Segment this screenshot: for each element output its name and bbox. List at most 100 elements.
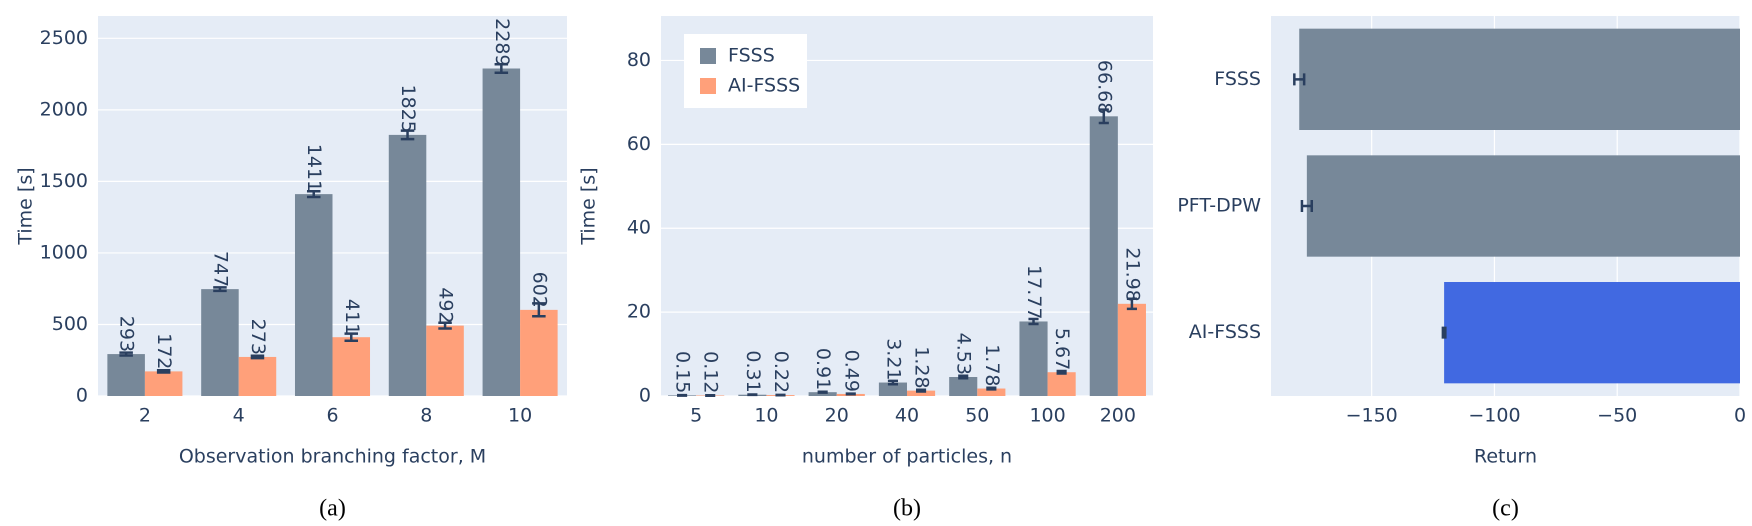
y-axis-title: Time [s] [578,167,600,245]
x-tick-label: 2 [139,405,151,427]
error-bar [845,392,856,396]
error-bar [887,379,899,386]
bar [949,377,978,396]
y-tick-label: 500 [52,313,88,335]
x-tick-label: 50 [965,405,989,427]
x-tick-label: 20 [825,405,849,427]
value-label: 1.78 [981,344,1003,386]
error-bar [344,332,359,343]
value-label: 66.68 [1093,60,1115,114]
value-label: 1825 [397,85,419,133]
x-tick-label: −100 [1468,405,1520,427]
error-bar [213,286,227,293]
value-label: 4.53 [953,333,975,375]
y-tick-label: 0 [76,385,88,407]
error-bar [494,62,509,75]
caption: (b) [893,496,921,522]
bar [144,371,183,396]
value-label: 172 [153,333,175,369]
legend-label: AI-FSSS [728,75,800,97]
error-bar [1028,317,1039,326]
y-tick-label: 40 [627,217,651,239]
error-bar [532,302,546,318]
bar [1089,116,1118,396]
x-tick-label: −50 [1597,405,1637,427]
error-bar [817,390,828,394]
legend-label: FSSS [728,45,775,67]
x-tick-label: 4 [233,405,245,427]
error-bar [915,388,927,393]
bar [878,382,907,396]
value-label: 747 [209,251,231,287]
error-bar [1098,108,1109,125]
bar [238,356,277,396]
y-axis-title: Time [s] [15,167,37,245]
error-bar [986,386,997,391]
error-bar [1441,326,1447,339]
error-bar [250,354,265,360]
value-label: 0.31 [742,350,764,392]
y-tick-label: FSSS [1214,68,1261,90]
bar [1306,155,1740,257]
value-label: 1.28 [911,346,933,388]
legend-swatch [700,48,716,64]
error-bar [438,321,452,330]
bar [520,309,558,396]
y-tick-label: 20 [627,301,651,323]
y-tick-label: 80 [627,49,651,71]
legend-swatch [700,78,716,94]
value-label: 0.15 [672,351,694,393]
bar [294,194,333,396]
value-label: 273 [247,319,269,355]
bar [332,337,371,396]
legend-box [684,34,807,108]
error-bar [119,351,133,357]
x-tick-label: 10 [754,405,778,427]
x-tick-label: 8 [420,405,432,427]
y-tick-label: PFT-DPW [1177,195,1261,217]
bar [107,354,145,396]
bar [1444,282,1740,384]
x-axis-title: Observation branching factor, M [179,446,486,468]
value-label: 21.98 [1121,247,1143,301]
y-tick-label: 2000 [40,98,88,120]
x-axis-title: Return [1474,446,1537,468]
bar [482,68,521,396]
bar [1299,28,1740,131]
y-tick-label: 1500 [40,170,88,192]
value-label: 0.91 [812,348,834,390]
bar [907,390,936,396]
bar [388,134,427,396]
error-bar [1300,200,1314,212]
error-bar [1126,297,1137,311]
error-bar [958,374,969,380]
y-tick-label: 0 [639,385,651,407]
error-bar [1056,369,1067,375]
x-tick-label: 6 [326,405,338,427]
y-tick-label: 60 [627,133,651,155]
caption: (c) [1492,496,1519,522]
x-tick-label: 100 [1029,405,1065,427]
value-label: 2289 [491,18,513,66]
error-bar [1293,73,1306,86]
bar [1117,303,1146,396]
value-label: 602 [528,272,550,308]
y-tick-label: 2500 [40,27,88,49]
error-bar [156,368,171,374]
value-label: 3.21 [882,338,904,380]
value-label: 411 [341,299,363,335]
bar [1047,372,1076,396]
value-label: 1411 [303,144,325,192]
bar [1019,321,1048,396]
value-label: 0.22 [770,351,792,393]
error-bar [400,129,415,141]
bar [426,325,464,396]
bar [201,289,239,396]
value-label: 0.12 [700,351,722,393]
bar [808,392,837,396]
x-tick-label: 5 [690,405,702,427]
value-label: 17.77 [1023,265,1045,319]
x-axis-title: number of particles, n [802,446,1012,468]
value-label: 492 [435,287,457,323]
